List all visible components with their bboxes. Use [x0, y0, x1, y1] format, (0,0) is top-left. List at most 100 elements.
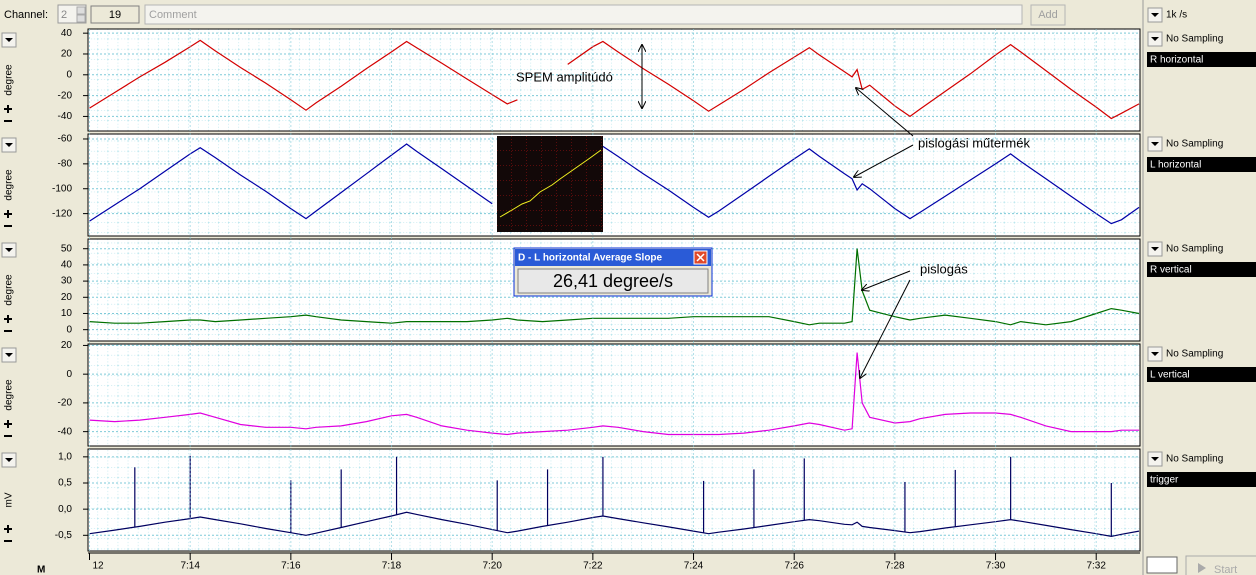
y-tick-label: -60 [58, 134, 73, 145]
x-tick-label: 7:16 [281, 561, 301, 572]
zoom-in[interactable] [4, 105, 12, 113]
dropdown-arrow [1151, 13, 1159, 17]
xy-trace [499, 149, 602, 218]
arrow [856, 88, 914, 137]
y-tick-label: -120 [52, 208, 72, 219]
add-button[interactable] [1030, 4, 1066, 26]
dropdown-arrow [5, 248, 13, 252]
channel-title-bar [1147, 367, 1256, 382]
trace [89, 143, 1140, 225]
trace [89, 352, 1139, 436]
dropdown-arrow [1151, 142, 1159, 146]
dropdown-arrow [1151, 457, 1159, 461]
y-tick-label: 50 [61, 243, 73, 254]
channel-title-bar [1147, 472, 1256, 487]
comment-count: 19 [109, 9, 121, 21]
channel-title: L horizontal [1150, 160, 1201, 171]
x-tick-label: 7:22 [583, 561, 603, 572]
channel-label: Channel: [4, 9, 48, 21]
plot-frame [87, 28, 1141, 132]
zoom-in[interactable] [4, 525, 12, 533]
y-tick-label: 40 [61, 28, 73, 39]
y-tick-label: -0,5 [55, 530, 73, 541]
dropdown-arrow [1151, 247, 1159, 251]
dropdown-arrow [1151, 352, 1159, 356]
arrow [860, 279, 911, 378]
y-tick-label: 0,5 [58, 478, 72, 489]
channel-title-bar [1147, 157, 1256, 172]
y-tick-label: 20 [61, 292, 73, 303]
x-tick-label: 7:30 [986, 561, 1006, 572]
plot-frame [87, 238, 1141, 342]
y-tick-label: 20 [61, 340, 73, 351]
minor-grid [88, 29, 1140, 131]
y-axis-label: degree [4, 169, 15, 201]
channel-title-bar [1147, 262, 1256, 277]
channel-title-bar [1147, 52, 1256, 67]
zoom-in[interactable] [4, 315, 12, 323]
y-tick-label: -80 [58, 158, 73, 169]
zoom-in[interactable] [4, 420, 12, 428]
spinner-buttons[interactable] [76, 6, 86, 23]
channel-title: R horizontal [1150, 55, 1203, 66]
plot-frame [87, 133, 1141, 237]
x-tick-label: 7:32 [1086, 561, 1106, 572]
channel-value: 2 [61, 9, 67, 21]
trace [89, 248, 1140, 326]
y-tick-label: -20 [58, 398, 73, 409]
comment-placeholder: Comment [149, 9, 197, 21]
arrow [862, 270, 911, 290]
minor-grid [88, 344, 1140, 446]
start-button[interactable] [1185, 555, 1256, 575]
mode-button[interactable] [1146, 556, 1178, 574]
channel-title: L vertical [1150, 370, 1190, 381]
x-tick-label: 7:26 [784, 561, 804, 572]
channels: 40 20 0 -20 -40 degree No Sampling R horizontal… [1, 28, 1256, 572]
minor-grid [88, 134, 1140, 236]
sample-rate: 1k /s [1166, 10, 1187, 21]
channel-title: R vertical [1150, 265, 1192, 276]
dropdown-arrow [5, 353, 13, 357]
plot-frame [87, 343, 1141, 447]
y-axis-label: degree [4, 379, 15, 411]
x-tick-label: 7:18 [382, 561, 402, 572]
annotation: SPEM amplitúdó [516, 69, 613, 84]
x-tick-label: 7:14 [180, 561, 200, 572]
comment-input[interactable] [144, 4, 1023, 25]
x-tick-label: 7:24 [684, 561, 704, 572]
start-label: Start [1214, 564, 1237, 575]
sampling-mode: No Sampling [1166, 139, 1223, 150]
close-icon [696, 253, 705, 262]
dropdown-arrow [1151, 37, 1159, 41]
y-tick-label: 0 [66, 369, 72, 380]
trace [89, 511, 1140, 538]
popup-value-box [517, 268, 709, 294]
zoom-in[interactable] [4, 210, 12, 218]
annotation: pislogási műtermék [918, 135, 1030, 150]
y-tick-label: 1,0 [58, 451, 72, 462]
arrow [854, 144, 914, 177]
y-tick-label: 30 [61, 276, 73, 287]
popup-value: 26,41 degree/s [553, 271, 673, 291]
comment-count-box [90, 5, 140, 24]
y-tick-label: 40 [61, 260, 73, 271]
marker-label: M [37, 565, 45, 575]
x-tick-label: 12 [93, 561, 105, 572]
minor-grid [88, 449, 1140, 551]
x-tick-label: 7:28 [885, 561, 905, 572]
dropdown-arrow [5, 38, 13, 42]
y-tick-label: 0 [66, 324, 72, 335]
trace [89, 39, 1140, 120]
y-tick-label: 0 [66, 69, 72, 80]
y-tick-label: -40 [58, 111, 73, 122]
sampling-mode: No Sampling [1166, 454, 1223, 465]
sampling-mode: No Sampling [1166, 244, 1223, 255]
add-button-label: Add [1038, 9, 1058, 21]
xy-inset-grid [497, 136, 603, 232]
annotation: pislogás [920, 261, 968, 276]
y-axis-label: degree [4, 274, 15, 306]
y-tick-label: 10 [61, 308, 73, 319]
y-axis-label: mV [4, 492, 15, 507]
plot-frame [87, 448, 1141, 552]
popup-title: D - L horizontal Average Slope [518, 253, 663, 264]
